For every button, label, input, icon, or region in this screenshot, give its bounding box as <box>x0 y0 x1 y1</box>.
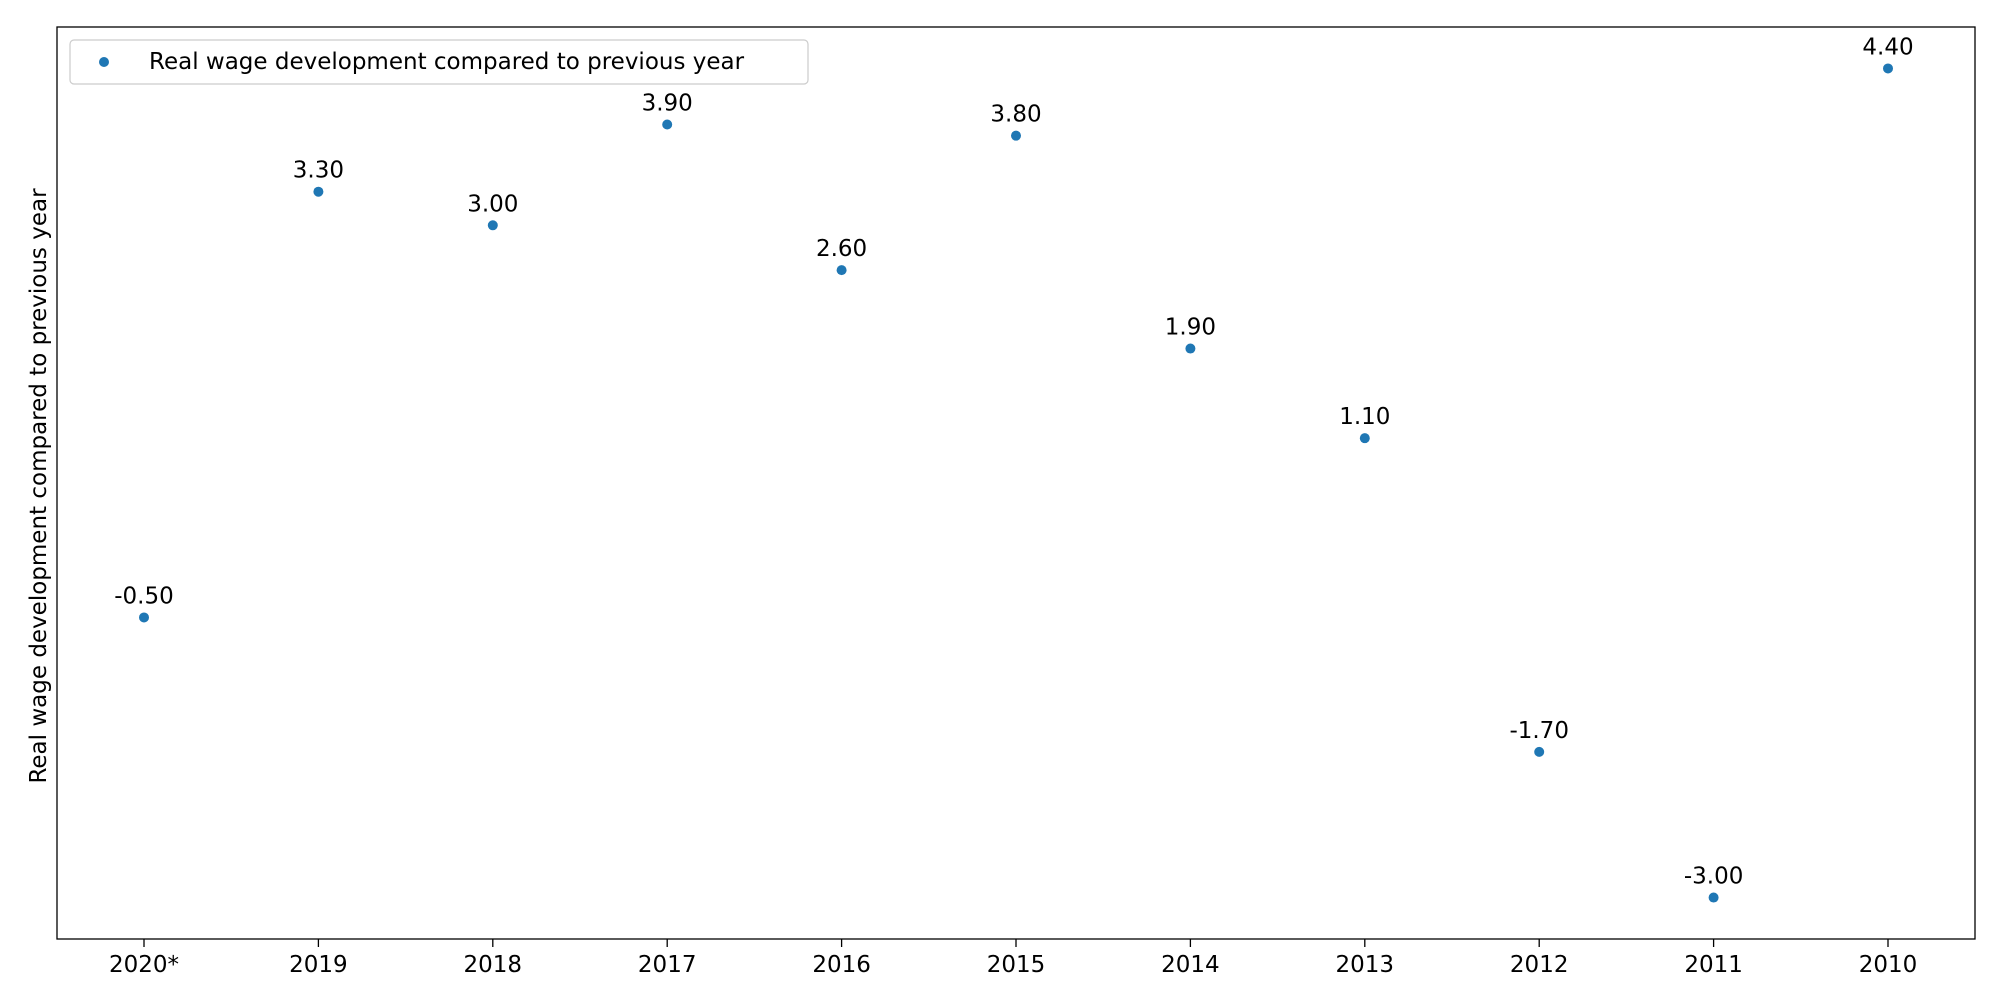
x-tick-label: 2016 <box>812 952 871 978</box>
data-point <box>1185 343 1196 354</box>
x-tick-label: 2019 <box>289 952 348 978</box>
data-point <box>836 265 847 276</box>
data-label: -3.00 <box>1684 864 1744 890</box>
data-label: 3.90 <box>642 90 693 116</box>
data-label: -1.70 <box>1509 718 1569 744</box>
plot-frame <box>56 26 1976 940</box>
data-point <box>1883 63 1893 74</box>
x-tick-label: 2011 <box>1684 952 1743 978</box>
x-tick-label: 2017 <box>638 952 697 978</box>
data-label: 2.60 <box>816 236 867 262</box>
data-label: -0.50 <box>114 583 174 609</box>
data-point <box>1011 130 1021 141</box>
data-point <box>1708 892 1719 903</box>
legend-label: Real wage development compared to previo… <box>149 49 745 75</box>
x-tick-label: 2013 <box>1336 952 1395 978</box>
data-label: 1.10 <box>1339 404 1390 430</box>
data-label: 3.80 <box>990 102 1041 128</box>
data-label: 4.40 <box>1862 34 1913 60</box>
x-tick-label: 2015 <box>987 952 1046 978</box>
x-tick-label: 2012 <box>1510 952 1569 978</box>
legend: Real wage development compared to previo… <box>69 39 809 85</box>
data-point <box>313 186 324 197</box>
data-label: 3.30 <box>293 158 344 184</box>
plot-area: 2020* 2019 2018 2017 2016 2015 2014 2013 2012 201… <box>56 26 1976 978</box>
y-axis-label: Real wage development compared to previo… <box>26 188 52 784</box>
data-point <box>139 612 149 623</box>
data-label: 3.00 <box>467 191 518 217</box>
data-point <box>1359 433 1370 444</box>
x-tick-label: 2010 <box>1859 952 1918 978</box>
data-point <box>487 220 498 231</box>
legend-box <box>69 39 809 85</box>
x-tick-label: 2018 <box>464 952 523 978</box>
legend-marker <box>99 57 109 67</box>
data-point <box>1534 746 1545 757</box>
data-label: 1.90 <box>1165 315 1216 341</box>
x-tick-label: 2020* <box>109 952 179 978</box>
data-point <box>662 119 673 130</box>
x-tick-label: 2014 <box>1161 952 1220 978</box>
